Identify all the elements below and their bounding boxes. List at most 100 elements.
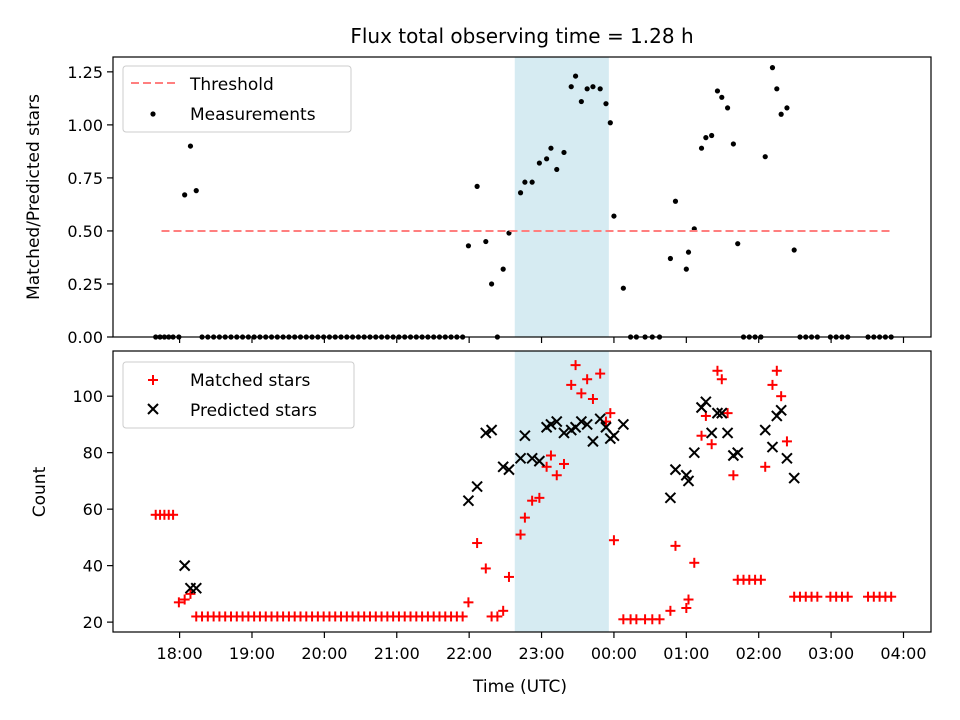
matched-star-point xyxy=(886,591,897,602)
matched-star-point xyxy=(760,461,771,472)
matched-star-point xyxy=(185,588,196,599)
matched-star-point xyxy=(722,408,733,419)
matched-star-point xyxy=(767,379,778,390)
measurement-point xyxy=(719,94,725,100)
measurement-point xyxy=(709,132,715,139)
top-x-ticks xyxy=(178,337,905,343)
x-tick-label: 21:00 xyxy=(374,644,420,663)
bottom-axes-frame xyxy=(112,350,932,633)
measurement-point xyxy=(474,183,480,189)
measurement-point xyxy=(522,179,528,185)
matched-star-point xyxy=(728,470,739,481)
legend-x-marker xyxy=(147,403,159,415)
x-tick-label: 19:00 xyxy=(229,644,275,663)
predicted-star-point xyxy=(594,413,606,425)
matched-star-point xyxy=(595,368,606,379)
measurement-point xyxy=(769,65,776,71)
measurement-point xyxy=(465,243,472,249)
predicted-star-point xyxy=(775,404,787,417)
predicted-star-point xyxy=(700,396,712,408)
matched-star-point xyxy=(503,571,514,582)
matched-star-point xyxy=(179,594,190,605)
matched-star-point xyxy=(515,529,526,540)
x-tick-label: 00:00 xyxy=(591,644,637,663)
y-tick-label: 60 xyxy=(83,500,103,519)
measurement-point xyxy=(517,190,524,196)
matched-star-point xyxy=(541,461,552,472)
matched-star-point xyxy=(551,470,562,481)
predicted-star-point xyxy=(587,435,599,448)
matched-star-point xyxy=(587,394,598,405)
y-tick-label: 0.50 xyxy=(67,222,103,241)
matched-star-point xyxy=(781,436,792,447)
measurement-point xyxy=(620,285,626,291)
top-y-ticks: 0.00 0.25 0.50 0.75 1.00 1.25 xyxy=(67,63,113,347)
x-axis-label: Time (UTC) xyxy=(472,677,567,697)
matched-star-point xyxy=(576,388,587,399)
measurement-point xyxy=(703,135,709,141)
predicted-star-point xyxy=(558,427,570,439)
predicted-star-point xyxy=(766,441,779,453)
x-tick-label: 02:00 xyxy=(736,644,782,663)
measurement-point xyxy=(193,188,199,194)
x-tick-label: 04:00 xyxy=(880,644,926,663)
measurement-points xyxy=(153,65,894,340)
matched-star-point xyxy=(706,439,717,450)
matched-star-point xyxy=(492,611,503,622)
measurement-point xyxy=(685,249,692,255)
matched-star-point xyxy=(608,535,619,546)
predicted-star-point xyxy=(514,452,527,465)
measurement-point xyxy=(603,101,609,107)
measurement-point xyxy=(584,86,590,92)
measurement-point xyxy=(568,84,574,90)
predicted-star-point xyxy=(688,446,700,459)
matched-star-point xyxy=(716,374,727,385)
predicted-star-point xyxy=(732,446,744,459)
matched-star-point xyxy=(173,597,184,608)
legend-measurements-label: Measurements xyxy=(190,105,316,125)
matched-star-point xyxy=(654,614,665,625)
predicted-star-point xyxy=(575,415,588,428)
bottom-legend: Matched stars Predicted stars xyxy=(122,361,355,429)
predicted-star-point xyxy=(711,407,724,419)
predicted-star-point xyxy=(480,427,492,439)
bottom-y-ticks: 20 40 60 80 100 xyxy=(72,387,113,632)
measurement-point xyxy=(536,160,542,166)
predicted-star-point xyxy=(533,455,546,467)
bottom-y-axis-label: Count xyxy=(30,466,50,517)
matched-star-point xyxy=(712,365,723,376)
matched-star-point xyxy=(631,614,642,625)
matched-star-point xyxy=(812,591,823,602)
y-tick-label: 0.25 xyxy=(67,275,103,294)
measurement-point xyxy=(774,86,780,92)
y-tick-label: 1.25 xyxy=(67,63,103,82)
predicted-star-point xyxy=(721,427,734,439)
predicted-star-point xyxy=(716,407,728,419)
predicted-star-point xyxy=(705,427,718,439)
legend-predicted-label: Predicted stars xyxy=(190,401,317,421)
measurement-point xyxy=(672,198,679,204)
measurement-point xyxy=(778,111,784,117)
measurement-point xyxy=(730,141,736,147)
matched-star-point xyxy=(689,557,700,568)
predicted-star-point xyxy=(669,463,682,476)
predicted-star-point xyxy=(664,492,677,504)
measurement-point xyxy=(597,86,603,92)
matched-star-point xyxy=(776,391,787,402)
measurement-point xyxy=(488,281,495,287)
y-tick-label: 0.75 xyxy=(67,169,103,188)
measurement-point xyxy=(578,98,584,105)
predicted-star-point xyxy=(788,472,800,484)
matched-star-point xyxy=(457,611,468,622)
measurement-point xyxy=(187,143,194,149)
matched-star-point xyxy=(168,509,179,520)
legend-predicted-swatch xyxy=(147,403,159,415)
y-tick-label: 80 xyxy=(83,444,103,463)
matched-star-point xyxy=(558,458,569,469)
top-highlight-span xyxy=(514,57,609,337)
matched-star-point xyxy=(519,512,530,523)
matched-star-point xyxy=(480,563,491,574)
y-tick-label: 40 xyxy=(83,557,103,576)
top-legend: Threshold Measurements xyxy=(122,65,352,133)
predicted-star-point xyxy=(759,424,771,436)
